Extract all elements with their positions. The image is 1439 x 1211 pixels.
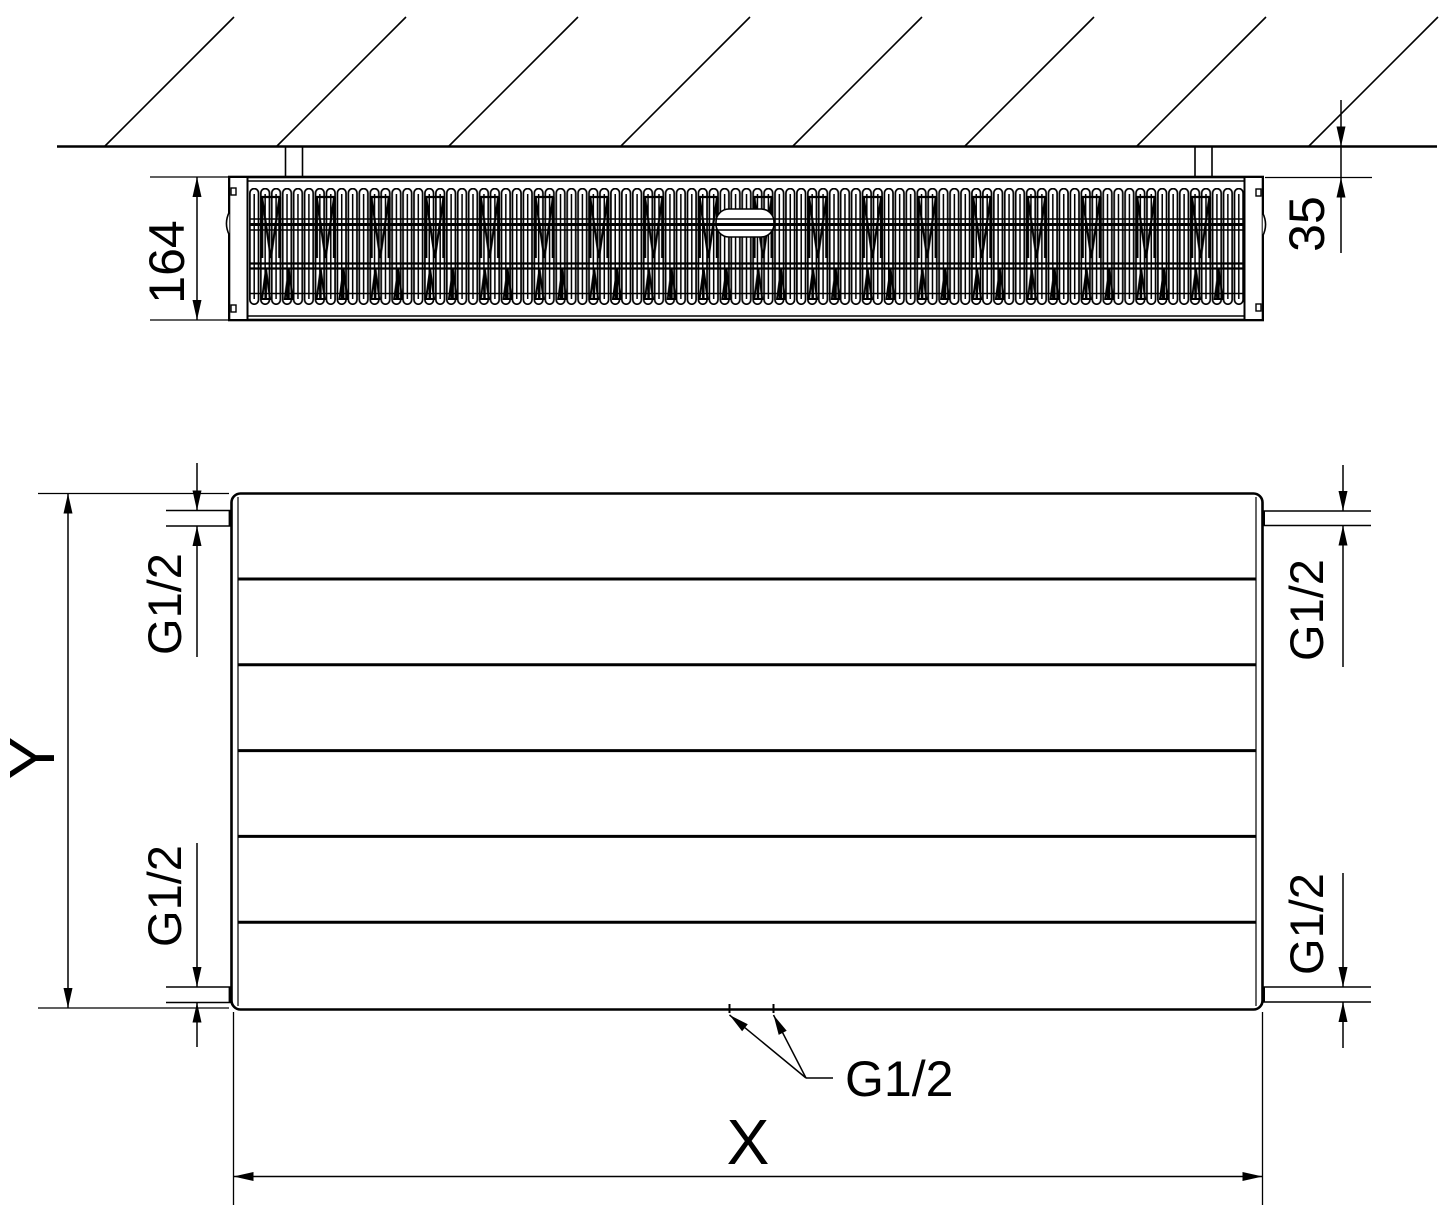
- arrowhead-down: [192, 300, 202, 320]
- radiator-front-view: [166, 492, 1371, 1013]
- arrowhead-up: [1338, 525, 1348, 546]
- dimension-g12-bottom-left: G1/2: [138, 843, 202, 1047]
- arrowhead-right: [1242, 1172, 1263, 1181]
- wall-brackets: [284, 147, 1213, 177]
- leader-g12-bottom-center: G1/2: [729, 1014, 953, 1107]
- end-cap-right: [1243, 176, 1267, 321]
- connection-stub-bottom-left: [166, 986, 232, 1004]
- dimension-g12-top-left: G1/2: [138, 463, 202, 657]
- convector-fins: [249, 188, 1244, 305]
- conn-top-right-label: G1/2: [1280, 559, 1333, 661]
- arrowhead-down: [192, 967, 202, 987]
- height-dim-label: Y: [0, 737, 68, 780]
- arrowhead-left: [233, 1172, 254, 1181]
- conn-bottom-left-label: G1/2: [138, 845, 191, 947]
- dimension-depth-164: 164: [139, 176, 229, 321]
- arrowhead-down: [1338, 491, 1348, 511]
- dimension-g12-top-right: G1/2: [1280, 465, 1348, 667]
- water-channel-lines: [250, 218, 1244, 295]
- radiator-top-view: [225, 175, 1267, 322]
- wall-hatching: [104, 16, 1439, 147]
- arrowhead-up: [192, 1002, 202, 1023]
- leader-arrowhead: [729, 1015, 748, 1032]
- arrowhead-up: [63, 493, 73, 514]
- dimension-wall-distance-35: 35: [1265, 100, 1372, 253]
- arrowhead-down: [192, 490, 202, 511]
- bottom-center-connections: [728, 1004, 775, 1013]
- dimension-height-y: Y: [0, 492, 229, 1009]
- arrowhead-up: [1338, 1002, 1348, 1022]
- connection-stub-top-right: [1261, 510, 1371, 527]
- dimension-g12-bottom-right: G1/2: [1280, 873, 1348, 1048]
- connection-stub-bottom-right: [1261, 986, 1371, 1003]
- panel-groove-lines: [238, 577, 1256, 924]
- conn-top-left-label: G1/2: [138, 553, 191, 655]
- wall-section: [57, 16, 1439, 177]
- connection-stub-top-left: [166, 509, 232, 527]
- arrowhead-down: [1338, 967, 1348, 987]
- end-cap-left: [225, 176, 249, 321]
- arrowhead-up: [1336, 177, 1346, 198]
- arrowhead-up: [192, 177, 202, 197]
- leader-arrowhead: [773, 1015, 787, 1035]
- depth-dim-label: 164: [139, 220, 195, 303]
- width-dim-label: X: [727, 1106, 770, 1178]
- conn-bottom-center-label: G1/2: [845, 1051, 953, 1107]
- arrowhead-down: [1336, 126, 1346, 147]
- arrowhead-up: [192, 526, 202, 546]
- wall-distance-dim-label: 35: [1279, 196, 1335, 252]
- dimension-width-x: X: [232, 1012, 1264, 1205]
- conn-bottom-right-label: G1/2: [1280, 873, 1333, 975]
- arrowhead-down: [63, 988, 73, 1008]
